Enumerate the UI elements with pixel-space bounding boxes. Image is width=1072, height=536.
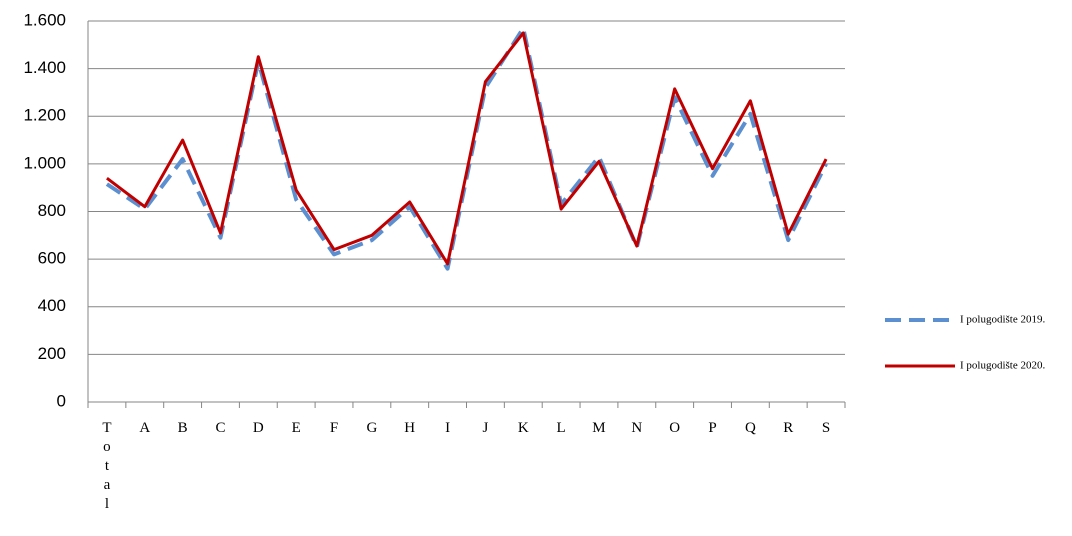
legend-label: I polugodište 2019.	[960, 314, 1045, 326]
series-line	[105, 26, 828, 271]
x-tick-label: Q	[742, 420, 758, 439]
y-tick-label: 400	[38, 296, 66, 315]
x-tick-label: E	[288, 420, 304, 439]
x-tick-label: K	[515, 420, 531, 439]
x-tick-label: P	[705, 420, 721, 439]
x-tick-label: S	[818, 420, 834, 439]
y-tick-label: 0	[57, 391, 66, 410]
x-tick-label: N	[629, 420, 645, 439]
x-tick-label: C	[212, 420, 228, 439]
x-tick-label: I	[440, 420, 456, 439]
x-tick-label: M	[591, 420, 607, 439]
y-tick-label: 1.600	[23, 10, 66, 29]
x-tick-label: J	[477, 420, 493, 439]
y-tick-label: 1.000	[23, 153, 66, 172]
x-tick-label: R	[780, 420, 796, 439]
x-tick-label: L	[553, 420, 569, 439]
series-line	[106, 31, 828, 266]
x-tick-label: F	[326, 420, 342, 439]
legend-label: I polugodište 2020.	[960, 360, 1045, 372]
x-tick-label: D	[250, 420, 266, 439]
y-tick-label: 200	[38, 344, 66, 363]
y-tick-label: 800	[38, 201, 66, 220]
x-tick-label: A	[137, 420, 153, 439]
x-tick-label: Total	[99, 420, 115, 515]
x-tick-label: G	[364, 420, 380, 439]
y-tick-label: 1.200	[23, 106, 66, 125]
y-tick-label: 1.400	[23, 58, 66, 77]
y-tick-label: 600	[38, 249, 66, 268]
x-tick-label: O	[667, 420, 683, 439]
x-tick-label: H	[402, 420, 418, 439]
x-tick-label: B	[175, 420, 191, 439]
